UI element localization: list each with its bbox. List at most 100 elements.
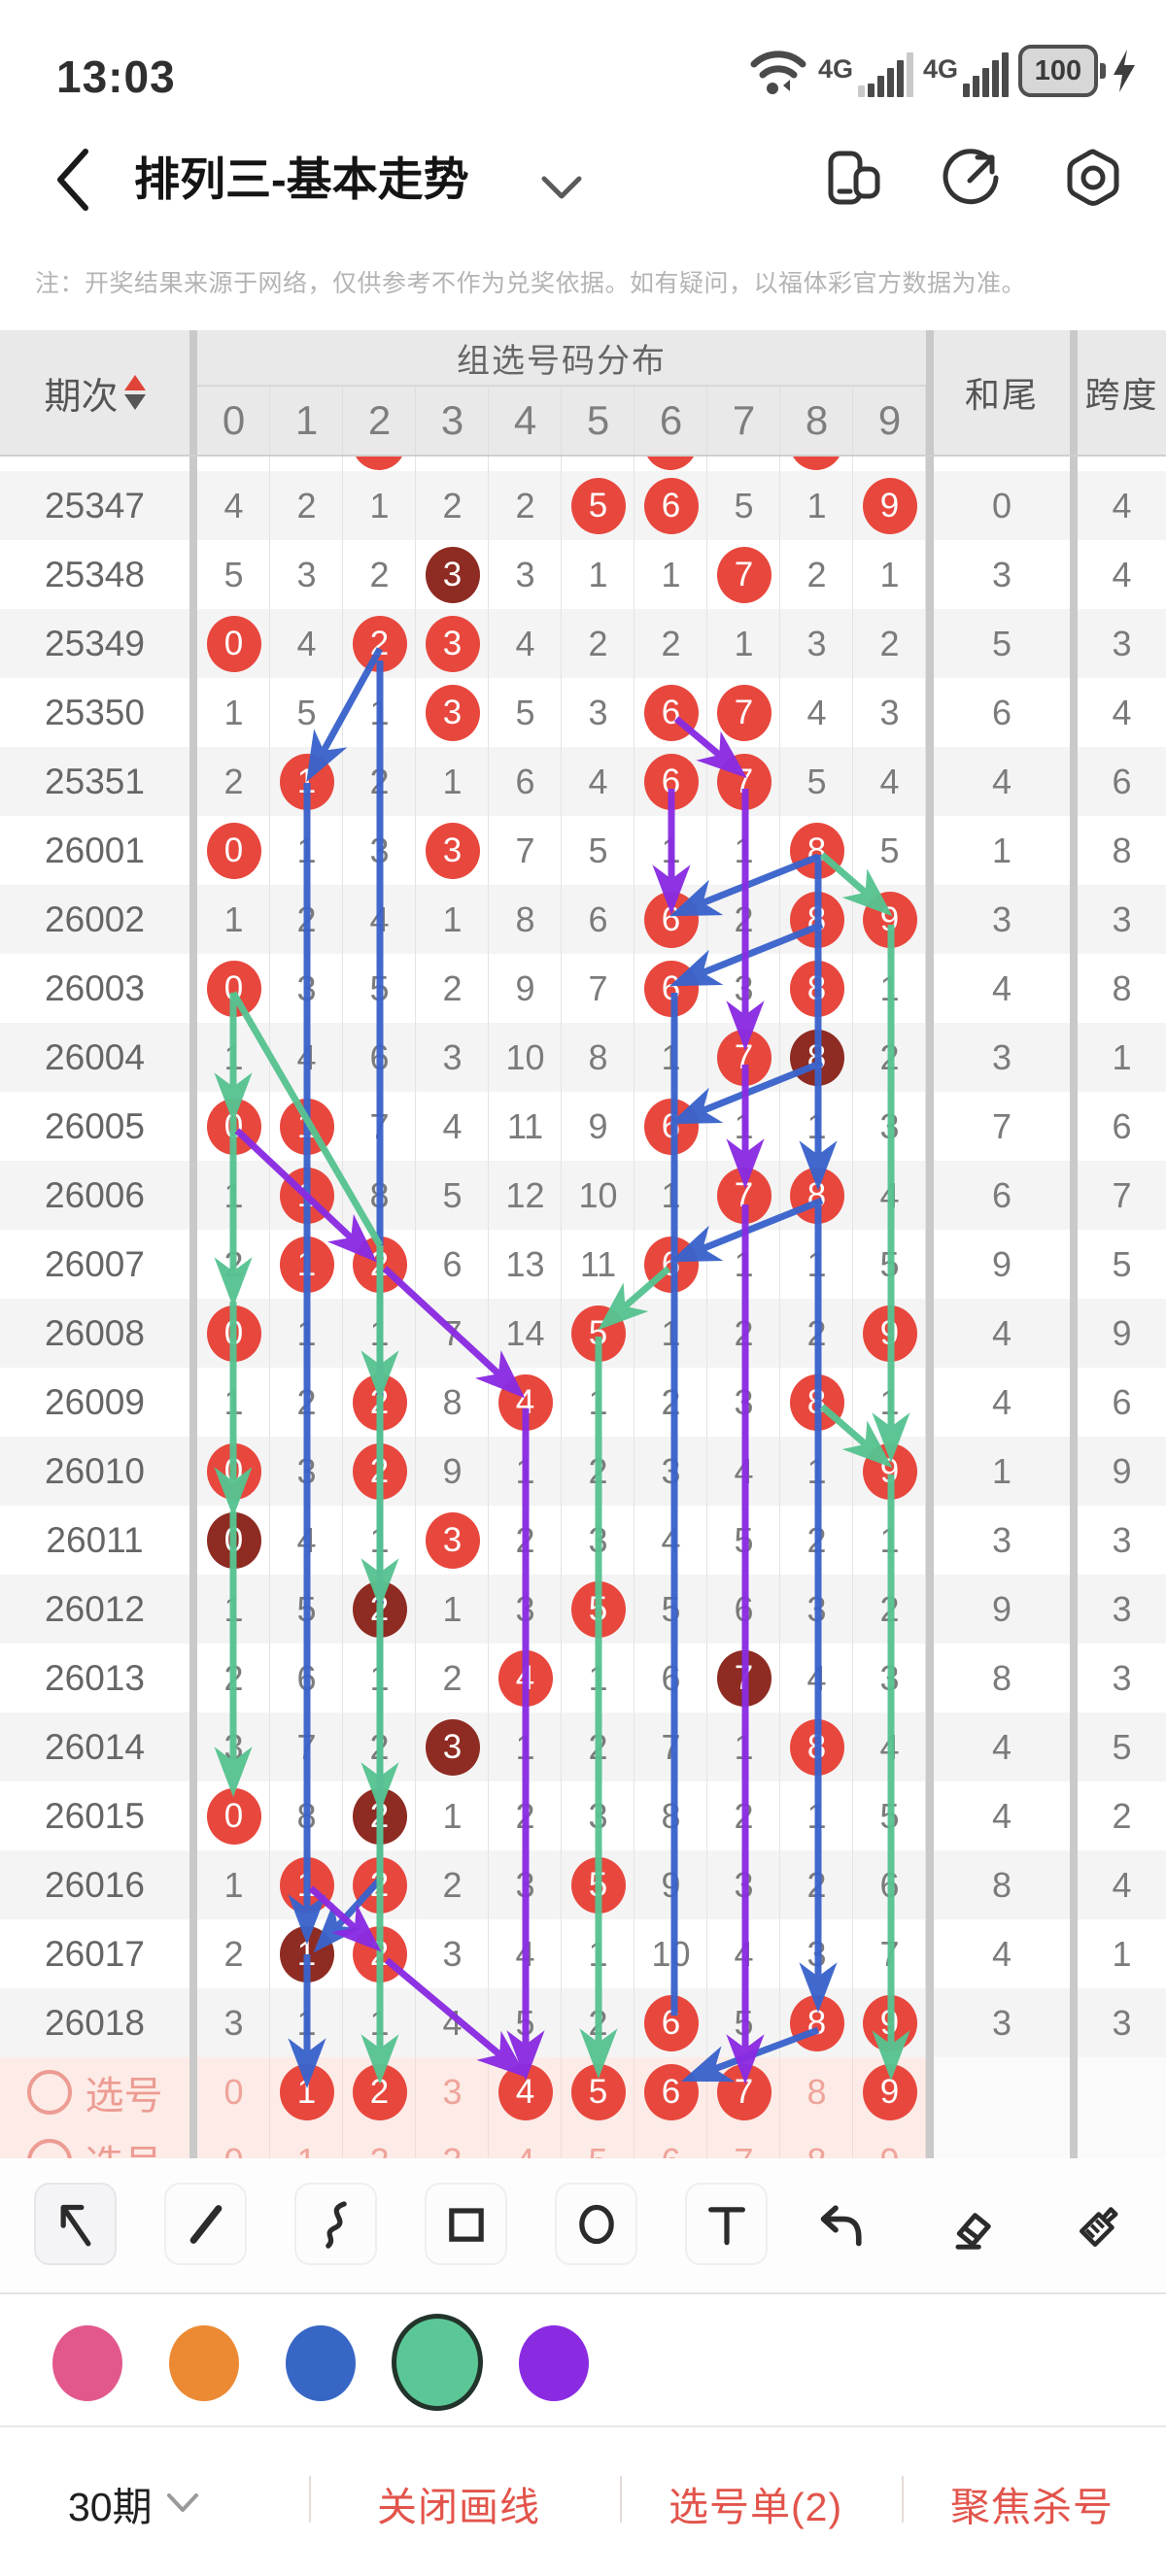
- period-column-header[interactable]: 期次: [0, 330, 189, 455]
- undo-button[interactable]: [806, 2192, 874, 2260]
- table-row: 26009 1 2 2 8 4 1 2 3 8 1 4 6: [0, 1368, 1166, 1437]
- number-cell[interactable]: 7: [707, 2126, 780, 2158]
- number-cell: 8: [780, 1161, 853, 1230]
- line-tool-button[interactable]: [164, 2183, 247, 2265]
- circle-tool-button[interactable]: [555, 2183, 637, 2265]
- hit-ball[interactable]: 4: [497, 2063, 553, 2120]
- number-cell: 3: [416, 1023, 489, 1092]
- sum-tail-cell: 8: [991, 1657, 1012, 1698]
- curve-tool-button[interactable]: [294, 2183, 377, 2265]
- period-range-selector[interactable]: 30期: [68, 2474, 199, 2532]
- span-cell: 3: [1112, 898, 1132, 939]
- clear-brush-button[interactable]: [1061, 2192, 1129, 2260]
- table-row: 25350 1 5 1 3 5 3 6 7 4 3 6 4: [0, 678, 1166, 747]
- divider: [926, 1230, 934, 1299]
- number-cell: 2: [343, 1230, 416, 1299]
- number-cell[interactable]: 1: [270, 2126, 343, 2158]
- hit-ball[interactable]: 7: [716, 2063, 772, 2120]
- number-cell[interactable]: 9: [853, 2126, 926, 2158]
- number-cell: 5: [562, 1850, 634, 1919]
- number-cell: 1: [853, 1368, 926, 1437]
- number-cell: 3: [416, 816, 489, 885]
- color-swatch-blue[interactable]: [286, 2325, 356, 2401]
- chevron-down-icon[interactable]: [540, 175, 583, 200]
- rect-tool-button[interactable]: [425, 2183, 507, 2265]
- divider: [1070, 471, 1078, 540]
- number-cell[interactable]: 2: [343, 2057, 416, 2126]
- floating-window-icon[interactable]: [811, 134, 899, 221]
- number-cell[interactable]: 8: [780, 2057, 853, 2126]
- number-cell: 1: [270, 1092, 343, 1161]
- number-cell: 4: [270, 609, 343, 678]
- number-cell[interactable]: 5: [562, 2126, 634, 2158]
- divider: [189, 457, 197, 471]
- number-cell[interactable]: 4: [489, 2126, 562, 2158]
- hit-ball[interactable]: 9: [862, 2063, 917, 2120]
- digit-header: 2: [343, 387, 416, 455]
- pick-list-button[interactable]: 选号单(2): [669, 2485, 843, 2529]
- hit-ball: 4: [497, 1373, 553, 1431]
- share-icon[interactable]: [929, 134, 1016, 221]
- clear-brush-icon: [1080, 2207, 1118, 2247]
- number-cell[interactable]: 0: [197, 2057, 270, 2126]
- hit-ball: 8: [789, 822, 844, 879]
- text-tool-button[interactable]: [685, 2183, 768, 2265]
- period-cell: 26004: [45, 1036, 145, 1077]
- number-cell: 11: [489, 1092, 562, 1161]
- table-row: 26015 0 8 2 1 2 3 8 2 1 5 4 2: [0, 1781, 1166, 1850]
- digit-header: 5: [562, 387, 634, 455]
- color-swatch-green[interactable]: [392, 2314, 483, 2411]
- span-cell: 6: [1112, 761, 1132, 801]
- arrow-tool-button[interactable]: [34, 2183, 117, 2265]
- color-palette: [0, 2294, 1166, 2425]
- number-cell[interactable]: 3: [416, 2126, 489, 2158]
- hit-ball[interactable]: 6: [643, 2063, 699, 2120]
- color-swatch-pink[interactable]: [52, 2325, 122, 2401]
- number-cell[interactable]: 6: [634, 2057, 707, 2126]
- settings-icon[interactable]: [1049, 134, 1137, 221]
- divider: [1070, 1575, 1078, 1644]
- number-cell: 2: [343, 747, 416, 816]
- hit-ball: 1: [279, 1167, 334, 1224]
- number-cell: [634, 457, 707, 471]
- hit-ball[interactable]: 1: [279, 2063, 334, 2120]
- number-cell[interactable]: 8: [780, 2126, 853, 2158]
- divider: [189, 2057, 197, 2126]
- number-cell[interactable]: 2: [343, 2126, 416, 2158]
- divider: [926, 1781, 934, 1850]
- color-swatch-purple[interactable]: [519, 2325, 589, 2401]
- number-cell[interactable]: 6: [634, 2126, 707, 2158]
- divider: [1070, 1988, 1078, 2057]
- circle-icon[interactable]: [26, 2138, 72, 2158]
- number-cell: 7: [634, 1712, 707, 1781]
- focus-kill-number-button[interactable]: 聚焦杀号: [950, 2485, 1114, 2529]
- back-icon[interactable]: [51, 146, 95, 214]
- number-cell[interactable]: 5: [562, 2057, 634, 2126]
- sum-tail-cell: 4: [991, 1312, 1012, 1353]
- color-swatch-orange[interactable]: [169, 2325, 239, 2401]
- hit-ball[interactable]: 2: [352, 2063, 407, 2120]
- number-cell[interactable]: 3: [416, 2057, 489, 2126]
- number-cell[interactable]: 0: [197, 2126, 270, 2158]
- number-cell[interactable]: 4: [489, 2057, 562, 2126]
- hit-ball[interactable]: 5: [570, 2063, 626, 2120]
- divider: [926, 1368, 934, 1437]
- number-cell: 5: [270, 1575, 343, 1644]
- status-icons: 4G 4G 100: [748, 45, 1139, 97]
- hit-ball: 6: [643, 753, 699, 810]
- number-cell[interactable]: 9: [853, 2057, 926, 2126]
- hit-ball: 2: [352, 1373, 407, 1431]
- number-cell: 1: [634, 1023, 707, 1092]
- toggle-draw-lines-button[interactable]: 关闭画线: [377, 2485, 540, 2529]
- number-cell: 1: [562, 1919, 634, 1988]
- eraser-button[interactable]: [934, 2192, 1002, 2260]
- number-cell[interactable]: 7: [707, 2057, 780, 2126]
- number-cell: 7: [707, 1161, 780, 1230]
- number-cell[interactable]: 1: [270, 2057, 343, 2126]
- number-cell: 9: [853, 1299, 926, 1368]
- circle-icon[interactable]: [26, 2069, 72, 2115]
